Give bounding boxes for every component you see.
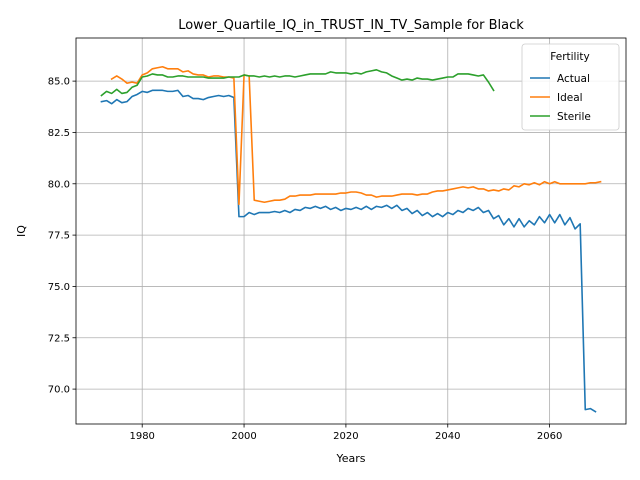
- y-axis-label: IQ: [15, 225, 28, 237]
- x-axis-label: Years: [335, 452, 365, 465]
- series-line-actual: [100, 89, 597, 413]
- x-tick-label: 2060: [537, 431, 562, 442]
- x-tick-label: 1980: [129, 431, 154, 442]
- series-line-ideal: [110, 65, 602, 206]
- series-line-sterile: [100, 69, 495, 97]
- y-tick-label: 75.0: [48, 282, 70, 293]
- series-lines: [100, 65, 602, 413]
- y-tick-label: 85.0: [48, 77, 70, 88]
- y-tick-label: 72.5: [48, 333, 70, 344]
- chart-title: Lower_Quartile_IQ_in_TRUST_IN_TV_Sample …: [178, 18, 524, 33]
- legend-label-ideal: Ideal: [557, 92, 583, 104]
- y-tick-label: 80.0: [48, 179, 70, 190]
- y-tick-label: 77.5: [48, 231, 70, 242]
- legend-entries: Actual Ideal Sterile: [530, 73, 591, 123]
- legend-box: [521, 43, 620, 131]
- x-tick-label: 2040: [435, 431, 460, 442]
- x-tick-label: 2000: [231, 431, 256, 442]
- x-tick-label: 2020: [333, 431, 358, 442]
- legend-label-sterile: Sterile: [557, 111, 591, 123]
- y-tick-label: 82.5: [48, 128, 70, 139]
- grid: [76, 38, 626, 424]
- axis-ticks: 1980 2000 2020 2040 2060 70.0 72.5 75.0 77.5 80.0…: [48, 77, 563, 442]
- legend-title: Fertility: [550, 51, 589, 63]
- legend-label-actual: Actual: [557, 73, 590, 85]
- legend: Fertility Actual Ideal Sterile: [521, 43, 620, 131]
- y-tick-label: 70.0: [48, 385, 70, 396]
- plot-frame: [75, 37, 627, 425]
